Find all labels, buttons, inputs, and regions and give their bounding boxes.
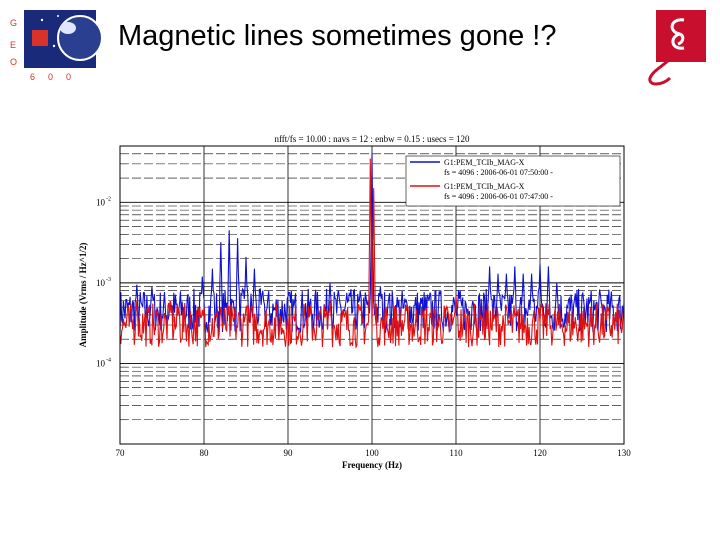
- logo-script-stroke: [670, 18, 685, 50]
- x-tick-label: 70: [116, 448, 126, 458]
- y-tick-exponent: -4: [106, 357, 111, 363]
- y-tick-labels: 10-210-310-4: [96, 196, 111, 368]
- logo-digit: 0: [48, 72, 53, 82]
- legend-series-detail: fs = 4096 : 2006-06-01 07:47:00 -: [444, 192, 553, 201]
- x-tick-label: 110: [449, 448, 463, 458]
- logo-star: [57, 15, 59, 17]
- logo-cloud: [60, 22, 76, 34]
- logo-letter: O: [10, 57, 17, 67]
- legend-series-name: G1:PEM_TCIb_MAG-X: [444, 182, 525, 191]
- x-tick-label: 100: [365, 448, 379, 458]
- x-tick-label: 90: [284, 448, 294, 458]
- series-line-2: [119, 158, 625, 349]
- plot-frame: [119, 145, 625, 445]
- geo600-logo: G E O 6 0 0: [6, 6, 106, 88]
- x-tick-label: 120: [533, 448, 547, 458]
- geo600-planet-icon: G E O 6 0 0: [10, 10, 103, 82]
- script-g-logo: [640, 6, 710, 90]
- red-script-g-icon: [648, 10, 706, 86]
- legend: G1:PEM_TCIb_MAG-Xfs = 4096 : 2006-06-01 …: [405, 155, 621, 207]
- logo-script-tail: [648, 49, 678, 86]
- legend-series-detail: fs = 4096 : 2006-06-01 07:50:00 -: [444, 168, 553, 177]
- logo-letter: E: [10, 40, 16, 50]
- logo-digit: 0: [66, 72, 71, 82]
- y-tick-label: 10: [96, 197, 106, 207]
- y-tick-exponent: -3: [106, 277, 111, 283]
- logo-star: [40, 18, 44, 22]
- slide-title: Magnetic lines sometimes gone !?: [118, 20, 557, 52]
- x-tick-labels: 70 80 90 100 110 120 130: [116, 448, 632, 458]
- logo-letter: G: [10, 18, 17, 28]
- legend-series-name: G1:PEM_TCIb_MAG-X: [444, 158, 525, 167]
- y-axis-label: Amplitude (Vrms / Hz^1/2): [78, 243, 88, 348]
- series-layer: [119, 153, 625, 349]
- spectrum-chart: nfft/fs = 10.00 : navs = 12 : enbw = 0.1…: [78, 134, 632, 470]
- logo-red-square: [32, 30, 48, 46]
- y-tick-label: 10: [96, 358, 106, 368]
- logo-star: [52, 44, 56, 48]
- legend-box: [405, 155, 621, 207]
- y-tick-exponent: -2: [106, 196, 111, 202]
- chart-title: nfft/fs = 10.00 : navs = 12 : enbw = 0.1…: [274, 134, 470, 144]
- x-tick-label: 80: [200, 448, 210, 458]
- x-tick-label: 130: [617, 448, 631, 458]
- y-tick-label: 10: [96, 278, 106, 288]
- logo-digit: 6: [30, 72, 35, 82]
- series-line-1: [119, 153, 625, 334]
- x-axis-label: Frequency (Hz): [342, 460, 402, 470]
